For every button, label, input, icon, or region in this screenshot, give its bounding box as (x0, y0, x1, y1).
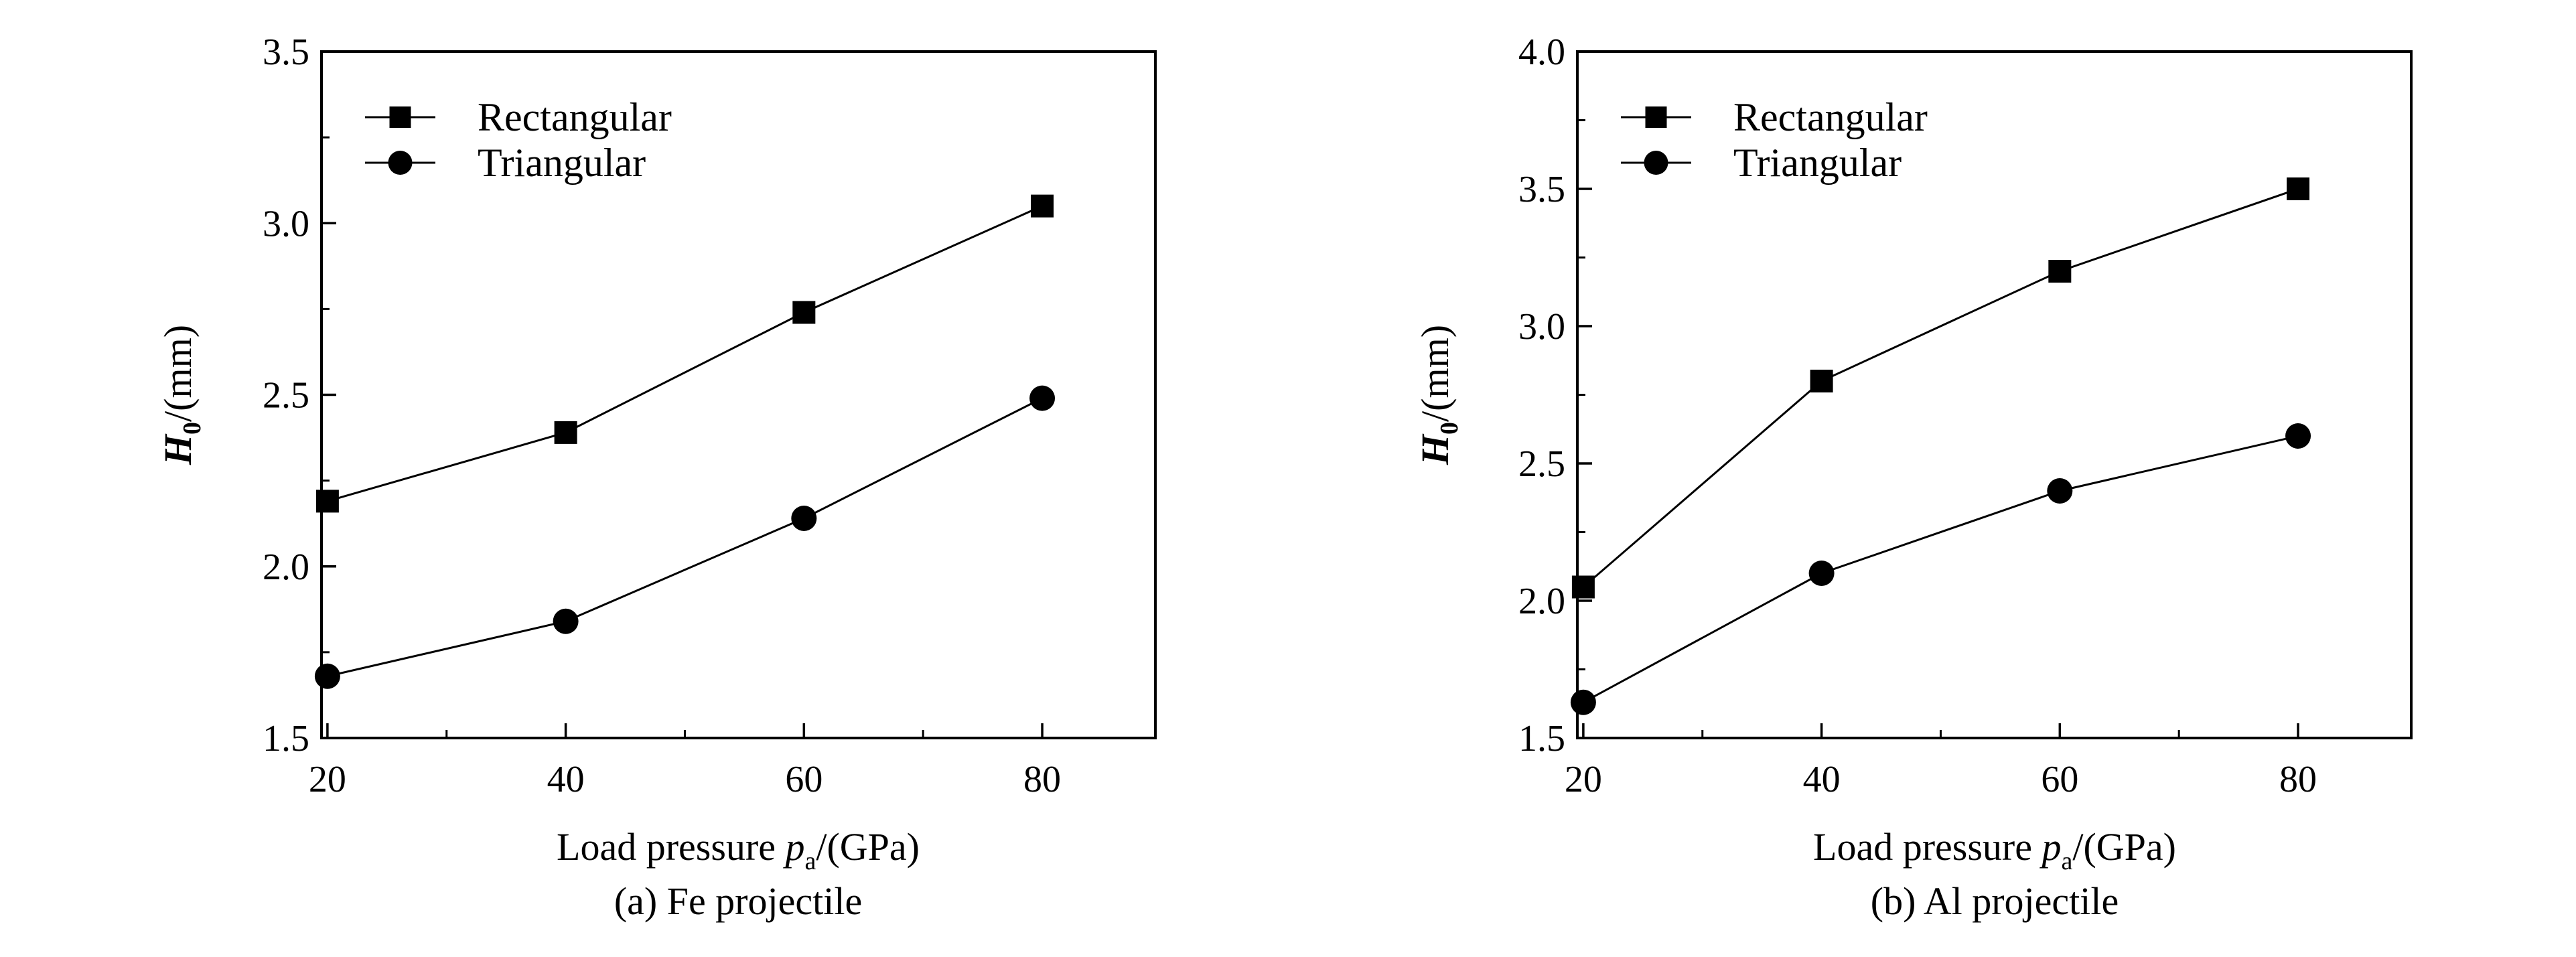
x-tick-label: 60 (785, 759, 822, 800)
data-point-square (1031, 194, 1054, 218)
y-axis-title-var: H (1413, 433, 1457, 465)
y-axis-title: H0/(mm) (156, 325, 206, 465)
x-tick-label: 60 (2041, 759, 2078, 800)
data-point-circle (1570, 689, 1596, 715)
data-point-circle (553, 608, 579, 634)
y-tick-label: 2.5 (263, 375, 309, 417)
y-axis-title-unit: /(mm) (156, 325, 200, 422)
panel-caption: (a) Fe projectile (614, 879, 862, 923)
x-axis-title: Load pressure pa/(GPa) (1813, 825, 2176, 875)
x-axis-title-var: p (2039, 825, 2061, 869)
y-axis-title-sub: 0 (178, 422, 206, 435)
legend-label: Rectangular (1733, 95, 1928, 139)
y-tick-label: 3.5 (263, 31, 309, 73)
legend-marker-circle (388, 151, 413, 175)
y-tick-label: 1.5 (1518, 718, 1565, 759)
y-tick-label: 3.5 (1518, 169, 1565, 210)
y-axis-title: H0/(mm) (1413, 325, 1463, 465)
data-point-circle (2285, 423, 2311, 449)
y-axis-title-var: H (156, 433, 200, 465)
y-tick-label: 4.0 (1518, 31, 1565, 73)
y-tick-label: 3.0 (1518, 306, 1565, 348)
data-point-square (315, 490, 339, 513)
x-tick-label: 20 (309, 759, 346, 800)
legend-marker-square (389, 106, 411, 128)
data-point-square (792, 301, 816, 324)
data-point-square (1810, 370, 1833, 392)
y-tick-label: 1.5 (263, 718, 309, 759)
y-tick-label: 2.0 (1518, 581, 1565, 622)
legend-marker-square (1645, 106, 1667, 128)
panel-al-projectile: 20 40 60 80 1.5 2.0 2.5 3.0 3.5 4.0 RectangularTri… (1413, 31, 2413, 923)
series-line-triangular (1583, 435, 2299, 704)
data-point-circle (2047, 478, 2073, 504)
x-tick-label: 40 (1803, 759, 1841, 800)
panel-fe-projectile: 20 40 60 80 1.5 2.0 2.5 3.0 3.5 RectangularTriang… (156, 31, 1157, 923)
series-line-rectangular (327, 205, 1043, 502)
legend-marker-circle (1644, 151, 1668, 175)
legend-label: Triangular (1733, 141, 1902, 185)
data-point-circle (314, 663, 340, 689)
x-axis-title-unit: /(GPa) (816, 825, 920, 869)
x-tick-label: 80 (1023, 759, 1061, 800)
legend-label: Triangular (478, 141, 646, 185)
y-axis-title-unit: /(mm) (1413, 325, 1457, 422)
data-point-square (554, 421, 577, 444)
plot-frame (1576, 50, 2413, 739)
x-axis-title-unit: /(GPa) (2072, 825, 2176, 869)
data-point-circle (1808, 561, 1835, 586)
x-axis-title-sub: a (2061, 847, 2072, 875)
data-point-circle (791, 506, 817, 531)
x-axis-title-main: Load pressure (557, 825, 785, 869)
x-axis-title: Load pressure pa/(GPa) (557, 825, 920, 875)
x-tick-label: 40 (547, 759, 585, 800)
series-line-triangular (327, 397, 1043, 678)
series-line-rectangular (1582, 188, 2299, 588)
data-point-circle (1029, 385, 1056, 411)
x-tick-label: 20 (1565, 759, 1602, 800)
x-tick-label: 80 (2279, 759, 2317, 800)
data-point-square (2048, 260, 2072, 283)
data-point-square (2287, 177, 2310, 200)
x-axis-title-sub: a (804, 847, 816, 875)
legend-label: Rectangular (478, 95, 672, 139)
y-axis-title-sub: 0 (1435, 422, 1463, 435)
data-point-square (1571, 575, 1595, 599)
x-axis-title-main: Load pressure (1813, 825, 2042, 869)
y-tick-label: 2.0 (263, 546, 309, 588)
y-tick-label: 2.5 (1518, 443, 1565, 485)
y-tick-label: 3.0 (263, 203, 309, 244)
x-axis-title-var: p (782, 825, 804, 869)
panel-caption: (b) Al projectile (1871, 879, 2119, 923)
